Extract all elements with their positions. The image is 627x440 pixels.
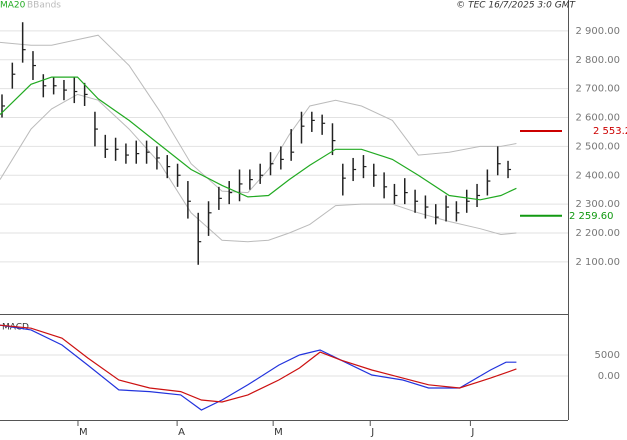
level-label: 2 553.2: [593, 126, 627, 137]
y-tick-label: 2 600.00: [575, 113, 620, 124]
x-tick-label: M: [274, 427, 283, 438]
x-tick-label: J: [370, 427, 374, 438]
y-tick-label: 2 400.00: [575, 170, 620, 181]
source: © TEC 16/7/2025 3:0 GMT: [456, 1, 576, 11]
upper-band: [0, 34, 517, 194]
y-tick-label: 2 200.00: [575, 228, 620, 239]
level-label: 2 259.60: [569, 211, 614, 222]
legend-bands: BBands: [27, 1, 61, 11]
y-tick-label: 0.00: [598, 371, 620, 382]
legend-ma: MA20: [0, 1, 26, 11]
macd-line: [0, 324, 517, 411]
x-tick-label: A: [178, 427, 185, 438]
x-tick-label: M: [79, 427, 88, 438]
y-tick-label: 2 500.00: [575, 141, 620, 152]
y-tick-label: 2 100.00: [575, 257, 620, 268]
y-tick-label: 2 700.00: [575, 84, 620, 95]
y-tick-label: 2 300.00: [575, 199, 620, 210]
y-tick-label: 2 800.00: [575, 55, 620, 66]
ma-line: [0, 76, 517, 201]
y-tick-label: 5000: [595, 350, 620, 361]
y-tick-label: 2 900.00: [575, 26, 620, 37]
x-tick-label: J: [470, 427, 474, 438]
macd-line: [0, 324, 517, 403]
